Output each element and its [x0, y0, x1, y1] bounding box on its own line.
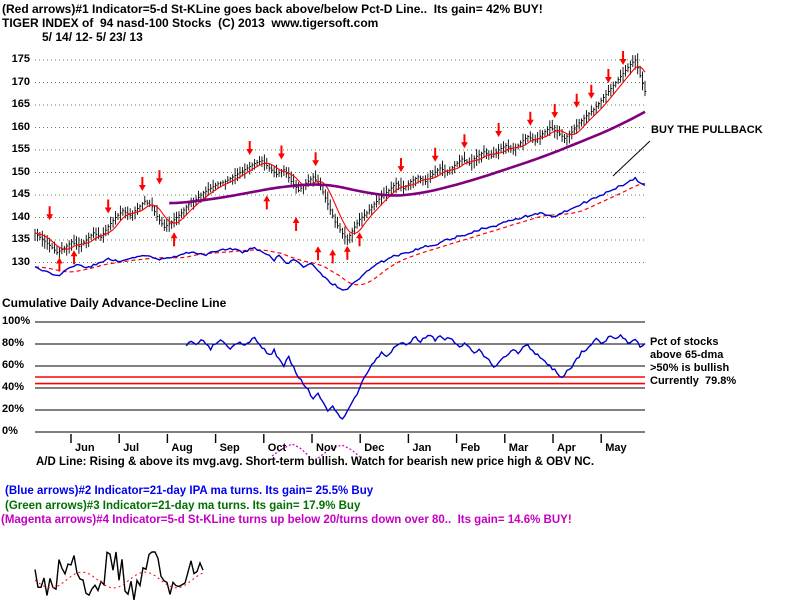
signal-header: (Red arrows)#1 Indicator=5-d St-KLine go… — [2, 2, 543, 16]
month-label-oct: Oct — [267, 442, 287, 454]
magenta-arrows-note: (Magenta arrows)#4 Indicator=5-d St-KLin… — [1, 514, 572, 526]
price-ytick-160: 160 — [11, 120, 30, 133]
price-ytick-165: 165 — [11, 98, 30, 110]
month-label-jun: Jun — [75, 442, 95, 454]
ad-note: A/D Line: Rising & above its mvg.avg. Sh… — [36, 456, 595, 468]
month-label-aug: Aug — [171, 442, 193, 454]
ad-line-label: Cumulative Daily Advance-Decline Line — [2, 296, 227, 310]
pct-note-current: Currently 79.8% — [650, 375, 737, 387]
month-label-feb: Feb — [460, 442, 481, 454]
pct-ytick-0: 0% — [2, 425, 18, 437]
price-ytick-135: 135 — [11, 233, 30, 245]
blue-arrows-note: (Blue arrows)#2 Indicator=21-day IPA ma … — [5, 485, 374, 497]
pct-note-line-3: >50% is bullish — [650, 362, 730, 374]
pct-note-line-1: Pct of stocks — [650, 336, 719, 348]
green-arrows-note: (Green arrows)#3 Indicator=21-day ma tur… — [5, 500, 361, 512]
month-label-dec: Dec — [364, 442, 385, 454]
price-ytick-130: 130 — [11, 255, 30, 268]
price-ytick-140: 140 — [11, 210, 30, 223]
price-ytick-170: 170 — [11, 75, 30, 88]
month-label-sep: Sep — [219, 442, 240, 454]
month-label-apr: Apr — [557, 442, 576, 454]
pct-ytick-20: 20% — [2, 403, 25, 415]
month-label-nov: Nov — [316, 442, 337, 454]
month-label-may: May — [605, 442, 627, 454]
pct-ytick-100: 100% — [2, 315, 31, 327]
pct-ytick-60: 60% — [2, 359, 25, 371]
chart-title: TIGER INDEX of 94 nasd-100 Stocks (C) 20… — [2, 16, 379, 30]
buy-pullback-annotation: BUY THE PULLBACK — [651, 124, 763, 136]
price-ytick-175: 175 — [11, 53, 30, 65]
pct-ytick-40: 40% — [2, 381, 25, 393]
pct-note-line-2: above 65-dma — [650, 349, 724, 361]
month-label-jul: Jul — [123, 442, 140, 454]
price-ytick-145: 145 — [11, 188, 30, 200]
pct-ytick-80: 80% — [2, 337, 25, 349]
month-label-jan: Jan — [412, 442, 432, 454]
price-ytick-150: 150 — [11, 165, 30, 178]
date-range: 5/ 14/ 12- 5/ 23/ 13 — [42, 30, 143, 44]
month-label-mar: Mar — [508, 442, 529, 454]
price-ytick-155: 155 — [11, 143, 30, 155]
